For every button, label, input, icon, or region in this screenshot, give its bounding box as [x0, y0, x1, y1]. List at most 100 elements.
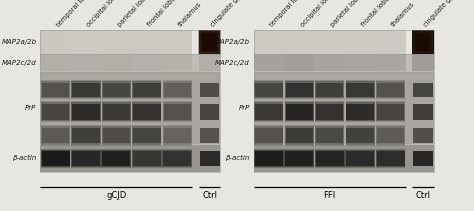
Bar — [284, 30, 314, 54]
Bar — [316, 127, 343, 143]
Bar — [285, 126, 314, 145]
Text: FFI: FFI — [324, 191, 336, 200]
Bar — [254, 54, 434, 71]
Bar — [40, 54, 71, 71]
Bar — [254, 30, 284, 54]
Text: MAP2c/2d: MAP2c/2d — [215, 60, 250, 66]
Bar — [103, 104, 130, 120]
Bar — [132, 125, 162, 146]
Bar — [315, 101, 344, 122]
Text: temporal lobe: temporal lobe — [269, 0, 305, 28]
Bar — [72, 83, 100, 97]
Bar — [199, 30, 221, 54]
Bar — [132, 54, 162, 71]
Bar — [200, 127, 219, 143]
Bar — [255, 127, 283, 143]
Text: parietal lobe: parietal lobe — [330, 0, 363, 28]
Text: occipital lobe: occipital lobe — [299, 0, 334, 28]
Bar — [202, 33, 217, 51]
Bar — [254, 145, 434, 172]
Bar — [163, 80, 192, 99]
Text: β-actin: β-actin — [12, 155, 36, 161]
Bar — [413, 31, 433, 53]
Bar — [412, 54, 434, 71]
Bar — [40, 72, 220, 144]
Bar — [376, 149, 405, 168]
Bar — [254, 72, 434, 144]
Bar — [376, 81, 405, 98]
Bar — [102, 101, 131, 122]
Bar — [42, 104, 69, 120]
Bar — [314, 54, 345, 71]
Bar — [284, 150, 314, 167]
Bar — [376, 151, 405, 166]
Bar — [315, 149, 345, 168]
Bar — [346, 126, 375, 145]
Bar — [72, 151, 100, 166]
Bar — [40, 30, 220, 54]
Bar — [346, 83, 374, 97]
Bar — [254, 125, 283, 146]
Text: PrP: PrP — [25, 105, 36, 111]
Bar — [164, 83, 191, 97]
Bar — [41, 150, 71, 167]
Bar — [254, 54, 434, 71]
Bar — [376, 126, 405, 145]
Bar — [163, 150, 192, 167]
Bar — [162, 54, 192, 71]
Bar — [40, 30, 71, 54]
Bar — [285, 104, 313, 120]
Bar — [41, 149, 71, 168]
Text: gCJD: gCJD — [106, 191, 127, 200]
Bar — [254, 150, 284, 167]
Bar — [41, 80, 70, 99]
Bar — [132, 150, 162, 167]
Text: occipital lobe: occipital lobe — [86, 0, 121, 28]
Bar — [163, 102, 192, 121]
Bar — [72, 102, 100, 121]
Bar — [345, 150, 375, 167]
Bar — [200, 104, 219, 120]
Bar — [376, 101, 405, 122]
Bar — [346, 125, 375, 146]
Bar — [346, 102, 375, 121]
Bar — [42, 83, 69, 97]
Bar — [200, 31, 219, 53]
Bar — [346, 81, 375, 98]
Bar — [315, 102, 344, 121]
Text: MAP2a/2b: MAP2a/2b — [1, 39, 36, 45]
Text: Ctrl: Ctrl — [202, 191, 217, 200]
Bar — [71, 30, 101, 54]
Bar — [413, 151, 433, 166]
Bar — [413, 104, 433, 120]
Text: frontal lobe: frontal lobe — [360, 0, 391, 28]
Bar — [255, 83, 283, 97]
Bar — [41, 125, 70, 146]
Text: thalamus: thalamus — [177, 1, 203, 28]
Bar — [254, 80, 283, 99]
Bar — [163, 125, 192, 146]
Bar — [413, 127, 433, 143]
Bar — [254, 72, 434, 144]
Bar — [414, 32, 431, 52]
Bar — [255, 151, 283, 166]
Bar — [285, 125, 314, 146]
Bar — [346, 101, 375, 122]
Bar — [254, 102, 283, 121]
Bar — [315, 81, 344, 98]
Bar — [345, 30, 375, 54]
Text: cingulate gyrus: cingulate gyrus — [210, 0, 249, 28]
Bar — [345, 54, 375, 71]
Bar — [72, 127, 100, 143]
Bar — [132, 102, 162, 121]
Bar — [72, 104, 100, 120]
Bar — [164, 127, 191, 143]
Text: Ctrl: Ctrl — [415, 191, 430, 200]
Bar — [376, 150, 405, 167]
Bar — [346, 127, 374, 143]
Bar — [133, 104, 161, 120]
Bar — [375, 54, 406, 71]
Bar — [346, 80, 375, 99]
Bar — [41, 102, 70, 121]
Bar — [41, 81, 70, 98]
